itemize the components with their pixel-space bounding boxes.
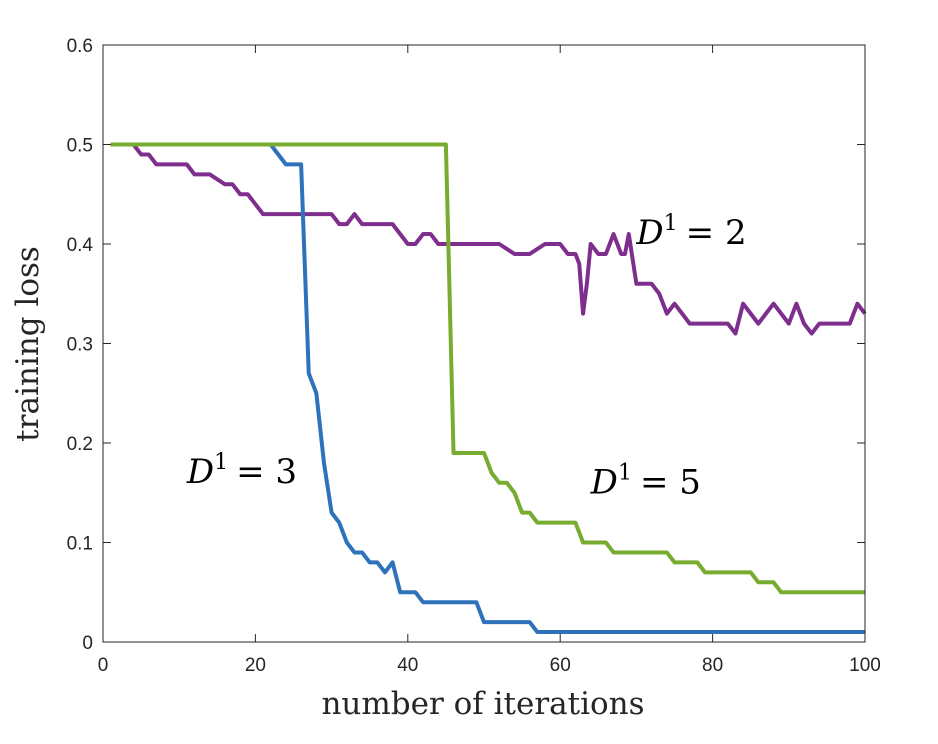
y-tick-label: 0.2 bbox=[67, 434, 93, 455]
y-tick-label: 0.3 bbox=[67, 335, 93, 356]
series-label-1: D1 = 2 bbox=[635, 211, 746, 253]
x-tick-label: 0 bbox=[98, 655, 109, 676]
x-tick-label: 60 bbox=[550, 655, 571, 676]
x-axis-label: number of iterations bbox=[321, 686, 644, 722]
y-tick-label: 0.5 bbox=[67, 136, 93, 157]
y-tick-label: 0.4 bbox=[67, 235, 94, 256]
y-tick-label: 0.6 bbox=[67, 36, 93, 57]
y-axis-label: training loss bbox=[10, 246, 46, 442]
series-label-3: D1 = 5 bbox=[590, 461, 701, 503]
series-line-1 bbox=[110, 142, 867, 336]
series-label-2: D1 = 3 bbox=[186, 450, 297, 492]
series-line-2 bbox=[110, 142, 865, 635]
curve-annotations: D1 = 2 D1 = 3 D1 = 5 bbox=[186, 211, 747, 503]
series-line-3 bbox=[110, 142, 865, 595]
y-tick-label: 0 bbox=[82, 633, 93, 654]
x-tick-label: 80 bbox=[702, 655, 723, 676]
x-axis-ticks: 0 20 40 60 80 100 bbox=[98, 45, 881, 676]
x-tick-label: 40 bbox=[397, 655, 418, 676]
series-layer bbox=[110, 142, 867, 635]
y-axis-ticks: 0 0.1 0.2 0.3 0.4 0.5 0.6 bbox=[67, 36, 865, 654]
y-tick-label: 0.1 bbox=[67, 534, 93, 555]
plot-background bbox=[103, 45, 865, 642]
x-tick-label: 20 bbox=[245, 655, 266, 676]
x-tick-label: 100 bbox=[849, 655, 881, 676]
